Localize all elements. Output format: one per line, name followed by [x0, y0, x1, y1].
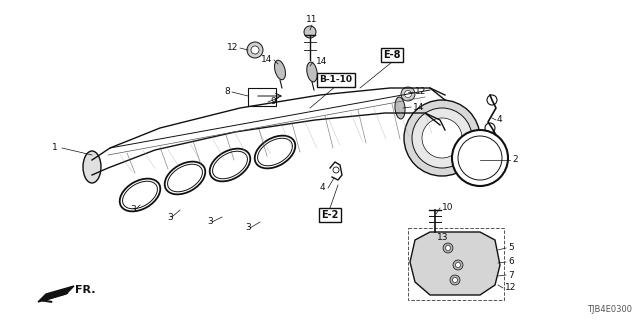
- Circle shape: [485, 123, 495, 133]
- Text: 3: 3: [207, 218, 212, 227]
- Text: 8: 8: [224, 87, 230, 97]
- Polygon shape: [410, 232, 500, 295]
- Circle shape: [404, 91, 412, 98]
- Ellipse shape: [275, 60, 285, 80]
- Text: 10: 10: [442, 204, 454, 212]
- Ellipse shape: [255, 136, 295, 168]
- Text: 12: 12: [415, 87, 426, 97]
- Text: B-1-10: B-1-10: [319, 76, 353, 84]
- Ellipse shape: [123, 181, 157, 209]
- Circle shape: [456, 262, 461, 268]
- Circle shape: [452, 277, 458, 283]
- Ellipse shape: [257, 138, 292, 166]
- Text: 3: 3: [245, 223, 251, 233]
- Text: 4: 4: [320, 183, 326, 193]
- Text: 3: 3: [130, 205, 136, 214]
- Ellipse shape: [83, 151, 101, 183]
- Text: E-8: E-8: [383, 50, 401, 60]
- Ellipse shape: [307, 62, 317, 82]
- Circle shape: [422, 118, 462, 158]
- Text: TJB4E0300: TJB4E0300: [587, 305, 632, 314]
- Text: 12: 12: [505, 284, 516, 292]
- Circle shape: [333, 167, 339, 173]
- Text: FR.: FR.: [75, 285, 95, 295]
- Circle shape: [450, 275, 460, 285]
- Circle shape: [251, 46, 259, 54]
- Circle shape: [401, 87, 415, 101]
- Ellipse shape: [120, 179, 160, 212]
- Circle shape: [453, 260, 463, 270]
- Circle shape: [487, 95, 497, 105]
- FancyBboxPatch shape: [248, 88, 276, 106]
- Text: 14: 14: [413, 102, 424, 111]
- Text: 12: 12: [227, 44, 238, 52]
- Text: E-2: E-2: [321, 210, 339, 220]
- Text: 11: 11: [307, 15, 317, 25]
- Text: 14: 14: [260, 55, 272, 65]
- Circle shape: [445, 245, 451, 251]
- Polygon shape: [38, 286, 74, 302]
- Text: 9: 9: [270, 98, 276, 107]
- Circle shape: [443, 243, 453, 253]
- Ellipse shape: [210, 148, 250, 181]
- Ellipse shape: [212, 151, 248, 179]
- Circle shape: [404, 100, 480, 176]
- Text: 7: 7: [508, 270, 514, 279]
- Text: 2: 2: [512, 156, 518, 164]
- Circle shape: [458, 136, 502, 180]
- Text: 14: 14: [316, 58, 328, 67]
- Text: 4: 4: [497, 116, 502, 124]
- Text: 13: 13: [437, 234, 449, 243]
- Circle shape: [412, 108, 472, 168]
- Ellipse shape: [168, 164, 202, 192]
- Text: 6: 6: [508, 258, 514, 267]
- Text: 5: 5: [508, 244, 514, 252]
- Ellipse shape: [395, 97, 405, 119]
- Circle shape: [247, 42, 263, 58]
- Circle shape: [452, 130, 508, 186]
- Text: 1: 1: [52, 143, 58, 153]
- Circle shape: [304, 26, 316, 38]
- Text: 3: 3: [167, 212, 173, 221]
- Ellipse shape: [164, 162, 205, 194]
